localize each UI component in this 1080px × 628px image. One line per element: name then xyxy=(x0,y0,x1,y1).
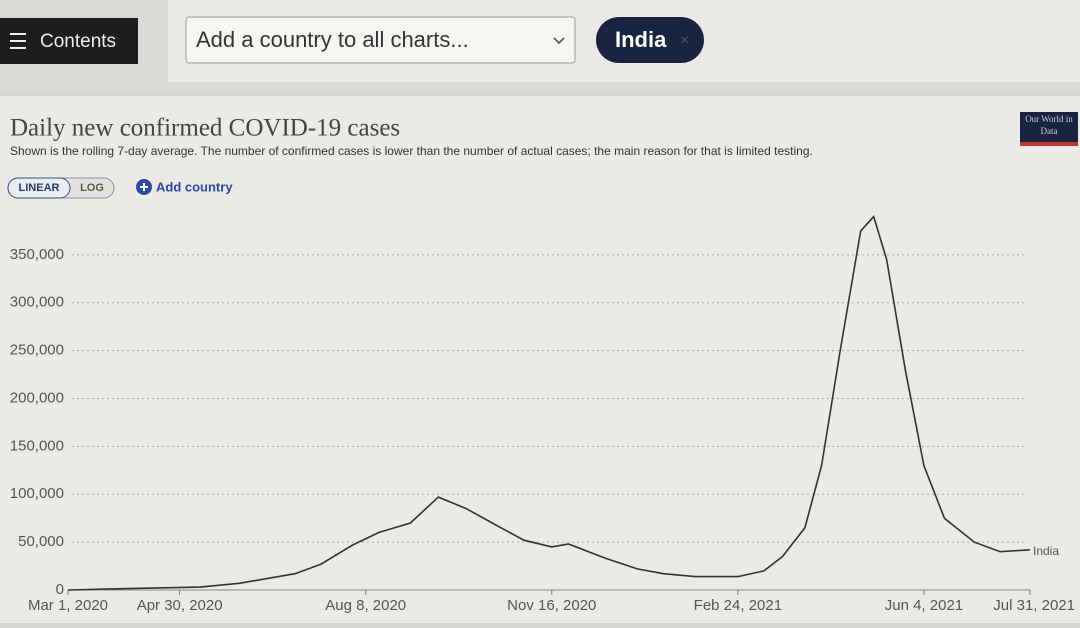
menu-icon xyxy=(10,33,26,49)
y-tick-label: 300,000 xyxy=(10,294,64,311)
x-tick-label: Apr 30, 2020 xyxy=(137,597,223,614)
chart-panel xyxy=(0,96,1080,623)
x-tick-label: Jun 4, 2021 xyxy=(885,597,963,614)
linear-label: LINEAR xyxy=(19,182,60,194)
logo-stripe xyxy=(1020,142,1078,146)
x-tick-label: Aug 8, 2020 xyxy=(325,597,406,614)
x-tick-label: Feb 24, 2021 xyxy=(694,597,782,614)
y-tick-label: 150,000 xyxy=(10,437,64,454)
remove-country[interactable]: × xyxy=(680,32,689,49)
selected-country-label: India xyxy=(615,27,667,52)
series-line xyxy=(67,215,1031,591)
plus xyxy=(140,183,148,191)
y-tick-label: 350,000 xyxy=(10,246,64,263)
plot: 0 50,000 100,000 150,000 200,000 250,000 300,0… xyxy=(10,215,1075,614)
logo-text: Our World in Data xyxy=(1025,114,1073,136)
x-tick-label: Nov 16, 2020 xyxy=(507,597,596,614)
country-select-label: Add a country to all charts... xyxy=(196,27,469,52)
y-tick-label: 100,000 xyxy=(10,485,64,502)
x-tick-label: Jul 31, 2021 xyxy=(993,597,1075,614)
logo-box: Our World in Data xyxy=(1025,114,1073,136)
dropdown-caret xyxy=(553,37,565,45)
chart-title: Daily new confirmed COVID-19 cases xyxy=(10,115,400,142)
x-tick-label: Mar 1, 2020 xyxy=(28,597,108,614)
log-label[interactable]: LOG xyxy=(80,182,104,194)
linear-button[interactable] xyxy=(7,177,71,199)
add-country-label[interactable]: Add country xyxy=(156,179,233,194)
y-tick-label: 0 xyxy=(56,581,64,598)
logo xyxy=(1020,112,1078,146)
chart-subtitle: Shown is the rolling 7-day average. The … xyxy=(10,144,813,158)
y-tick-label: 250,000 xyxy=(10,342,64,359)
country-select[interactable] xyxy=(185,16,576,64)
series-label: India xyxy=(1033,544,1059,558)
contents-label: Contents xyxy=(40,31,116,52)
y-tick-label: 50,000 xyxy=(18,533,64,550)
selected-country-pill[interactable] xyxy=(596,17,704,63)
y-tick-label: 200,000 xyxy=(10,389,64,406)
